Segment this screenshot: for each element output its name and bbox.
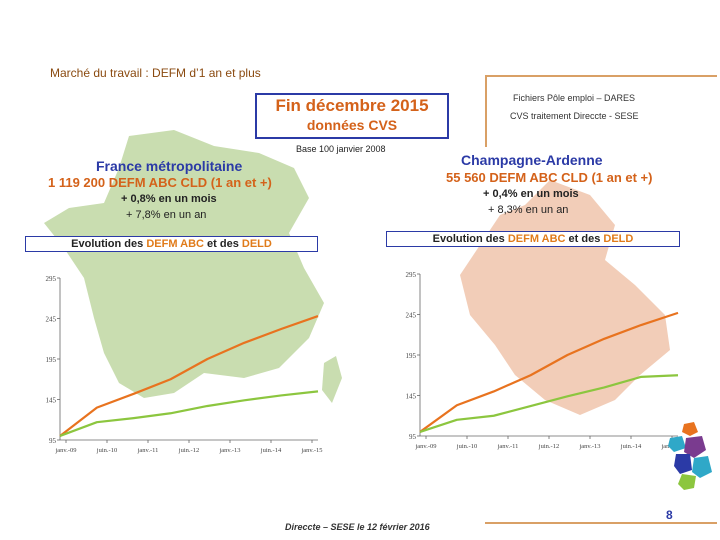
- y-tick-label: 195: [406, 352, 417, 360]
- evo-deld: DELD: [241, 238, 272, 250]
- evo-text: Evolution des: [71, 238, 147, 250]
- france-line-chart: 95 145 195 245 295 janv.-09 juin.-10 janv.-11 ju…: [46, 275, 323, 454]
- y-tick-label: 95: [409, 433, 417, 441]
- champagne-monthly: + 0,4% en un mois: [483, 188, 579, 200]
- source-line-1: Fichiers Pôle emploi – DARES: [513, 93, 636, 103]
- champagne-value: 55 560 DEFM ABC CLD (1 an et +): [446, 170, 653, 185]
- evo-text: et des: [203, 238, 242, 250]
- y-tick-label: 295: [46, 275, 57, 283]
- period-box: Fin décembre 2015 données CVS: [255, 93, 449, 139]
- evo-deld: DELD: [603, 233, 634, 245]
- base-note: Base 100 janvier 2008: [296, 144, 386, 154]
- x-tick-label: janv.-11: [137, 447, 159, 454]
- series-line-0: [419, 311, 679, 433]
- y-tick-label: 245: [406, 312, 417, 320]
- champagne-name: Champagne-Ardenne: [461, 152, 603, 168]
- footer-rule: [485, 522, 717, 524]
- france-name: France métropolitaine: [96, 158, 243, 174]
- x-tick-label: juin.-14: [620, 443, 642, 450]
- champagne-evolution-title: Evolution des DEFM ABC et des DELD: [386, 231, 680, 247]
- champagne-yearly: + 8,3% en un an: [488, 204, 569, 216]
- series-line-1: [419, 374, 679, 433]
- x-tick-label: janv.-13: [578, 443, 600, 450]
- x-tick-label: janv.-09: [414, 443, 436, 450]
- period-sub: données CVS: [306, 117, 398, 133]
- x-tick-label: juin.-12: [538, 443, 559, 450]
- france-yearly: + 7,8% en un an: [126, 209, 207, 221]
- france-map: [44, 130, 342, 403]
- champagne-line-chart: 95 145 195 245 295 janv.-09 juin.-10 janv.-11 ju…: [406, 271, 683, 450]
- evo-defm: DEFM ABC: [507, 233, 566, 245]
- y-tick-label: 245: [46, 316, 57, 324]
- france-evolution-title: Evolution des DEFM ABC et des DELD: [25, 236, 318, 252]
- x-tick-label: juin.-10: [456, 443, 477, 450]
- source-line-2: CVS traitement Direccte - SESE: [510, 111, 639, 121]
- france-value: 1 119 200 DEFM ABC CLD (1 an et +): [48, 175, 272, 190]
- x-tick-label: juin.-14: [260, 447, 282, 454]
- x-tick-label: janv.-15: [300, 447, 322, 454]
- x-tick-label: juin.-12: [178, 447, 199, 454]
- period-main: Fin décembre 2015: [275, 96, 429, 115]
- page-number: 8: [666, 508, 673, 522]
- evo-defm: DEFM ABC: [146, 238, 204, 250]
- x-tick-label: janv.-13: [218, 447, 240, 454]
- y-tick-label: 295: [406, 271, 417, 279]
- y-tick-label: 145: [46, 397, 57, 405]
- evo-text: Evolution des: [432, 233, 508, 245]
- series-line-0: [59, 315, 319, 437]
- slide-title: Marché du travail : DEFM d’1 an et plus: [50, 66, 261, 80]
- x-tick-label: janv.-11: [497, 443, 519, 450]
- evo-text: et des: [565, 233, 604, 245]
- header-rule-vertical: [485, 75, 487, 147]
- header-rule: [485, 75, 717, 77]
- footer-text: Direccte – SESE le 12 février 2016: [285, 522, 430, 532]
- x-tick-label: janv.-09: [54, 447, 76, 454]
- direccte-logo: [668, 422, 712, 490]
- x-tick-label: juin.-10: [96, 447, 117, 454]
- series-line-1: [59, 390, 319, 437]
- y-tick-label: 95: [49, 437, 57, 445]
- y-tick-label: 145: [406, 393, 417, 401]
- y-tick-label: 195: [46, 356, 57, 364]
- france-monthly: + 0,8% en un mois: [121, 193, 217, 205]
